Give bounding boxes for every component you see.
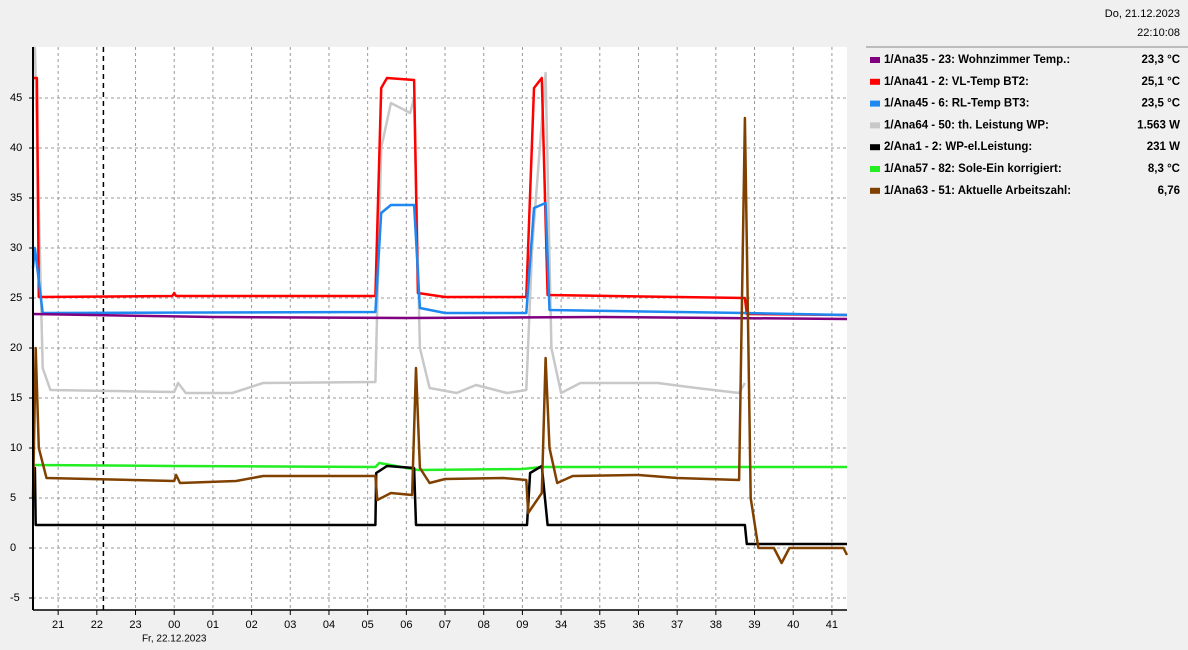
legend-label: 1/Ana57 - 82: Sole-Ein korrigiert: [884, 163, 1062, 175]
y-tick-label: 30 [10, 242, 22, 254]
x-tick-label: 34 [555, 619, 567, 631]
legend-swatch [870, 57, 880, 63]
x-tick-label: 06 [400, 619, 412, 631]
x-tick-label: 05 [362, 619, 374, 631]
header-time: 22:10:08 [1137, 27, 1180, 39]
x-tick-label: 09 [516, 619, 528, 631]
x-tick-label: 38 [710, 619, 722, 631]
x-tick-label: 41 [826, 619, 838, 631]
legend-label: 2/Ana1 - 2: WP-el.Leistung: [884, 141, 1032, 153]
x-tick-label: 37 [671, 619, 683, 631]
x-tick-label: 23 [129, 619, 141, 631]
legend-reading: 8,3 °C [1148, 163, 1180, 175]
legend-label: 1/Ana63 - 51: Aktuelle Arbeitszahl: [884, 185, 1071, 197]
y-tick-label: 45 [10, 92, 22, 104]
x-tick-label: 07 [439, 619, 451, 631]
y-tick-label: -5 [10, 592, 20, 604]
legend-reading: 23,5 °C [1142, 98, 1180, 110]
y-tick-label: 5 [10, 492, 16, 504]
y-tick-label: 15 [10, 392, 22, 404]
x-tick-label: 03 [284, 619, 296, 631]
legend-reading: 6,76 [1158, 185, 1180, 197]
x-tick-label: 39 [748, 619, 760, 631]
series-line [33, 46, 746, 395]
series-line [32, 312, 848, 321]
series-line [31, 116, 849, 565]
legend-swatch [870, 78, 880, 85]
x-tick-label: 08 [478, 619, 490, 631]
plot-area [33, 47, 847, 610]
date-label: Fr, 22.12.2023 [142, 634, 207, 645]
legend-label: 1/Ana45 - 6: RL-Temp BT3: [884, 98, 1029, 110]
y-tick-label: 40 [10, 142, 22, 154]
header-date: Do, 21.12.2023 [1105, 8, 1180, 20]
y-tick-label: 0 [10, 542, 16, 554]
legend-label: 1/Ana41 - 2: VL-Temp BT2: [884, 76, 1029, 88]
x-tick-label: 00 [168, 619, 180, 631]
y-tick-label: 25 [10, 292, 22, 304]
x-tick-label: 22 [91, 619, 103, 631]
legend-swatch [870, 187, 880, 194]
y-tick-label: 20 [10, 342, 22, 354]
legend-reading: 1.563 W [1137, 119, 1180, 131]
legend-reading: 25,1 °C [1142, 76, 1180, 88]
legend-reading: 23,3 °C [1142, 54, 1180, 66]
x-tick-label: 04 [323, 619, 335, 631]
legend-reading: 231 W [1147, 141, 1180, 153]
x-tick-label: 35 [594, 619, 606, 631]
legend-label: 1/Ana35 - 23: Wohnzimmer Temp.: [884, 54, 1070, 66]
legend-swatch [870, 122, 880, 129]
legend-label: 1/Ana64 - 50: th. Leistung WP: [884, 119, 1049, 131]
y-tick-label: 10 [10, 442, 22, 454]
series-line [33, 76, 848, 317]
x-tick-label: 21 [52, 619, 64, 631]
series-line [31, 201, 848, 317]
y-tick-label: 35 [10, 192, 22, 204]
x-tick-label: 36 [632, 619, 644, 631]
x-tick-label: 02 [245, 619, 257, 631]
legend-swatch [870, 166, 880, 172]
x-tick-label: 40 [787, 619, 799, 631]
x-tick-label: 01 [207, 619, 219, 631]
legend-swatch [870, 144, 880, 151]
series-line [33, 464, 847, 546]
legend-swatch [870, 100, 880, 107]
